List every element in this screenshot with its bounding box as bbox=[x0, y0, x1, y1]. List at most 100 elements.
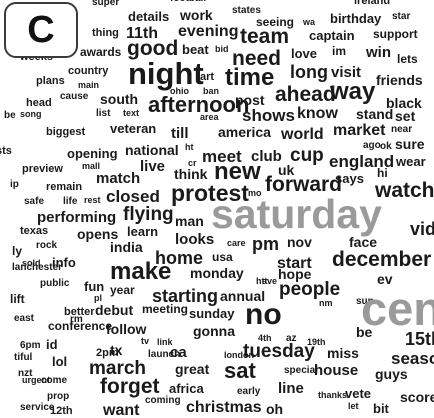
cloud-word: cr bbox=[188, 158, 197, 168]
cloud-word: service bbox=[20, 402, 55, 413]
cloud-word: forget bbox=[100, 375, 160, 398]
cloud-word: link bbox=[157, 337, 173, 347]
cloud-word: veteran bbox=[110, 121, 157, 136]
cloud-word: tuesday bbox=[243, 341, 315, 362]
cloud-word: uk bbox=[278, 162, 295, 178]
cloud-word: team bbox=[240, 25, 290, 48]
cloud-word: guys bbox=[375, 366, 408, 382]
cloud-word: ok bbox=[380, 141, 392, 152]
cloud-word: nm bbox=[319, 298, 333, 308]
cloud-word: africa bbox=[169, 381, 204, 396]
cloud-word: star bbox=[392, 11, 411, 22]
cloud-word: ip bbox=[10, 179, 19, 190]
cloud-word: east bbox=[14, 313, 35, 324]
cloud-word: no bbox=[245, 298, 282, 331]
cloud-word: home bbox=[155, 248, 204, 268]
cloud-word: black bbox=[386, 95, 422, 111]
cloud-word: captain bbox=[309, 28, 355, 43]
panel-label: C bbox=[27, 9, 55, 51]
cloud-word: birthday bbox=[330, 11, 382, 26]
cloud-word: gonna bbox=[193, 323, 235, 339]
cloud-word: art bbox=[200, 71, 215, 83]
cloud-word: saturday bbox=[211, 191, 382, 237]
cloud-word: india bbox=[110, 239, 143, 255]
cloud-word: evening bbox=[178, 23, 239, 40]
cloud-word: christmas bbox=[186, 399, 262, 416]
cloud-word: public bbox=[40, 278, 70, 289]
cloud-word: club bbox=[251, 148, 282, 165]
cloud-word: conference bbox=[48, 319, 113, 333]
cloud-word: urgent bbox=[22, 375, 50, 385]
cloud-word: opening bbox=[67, 146, 118, 161]
cloud-word: stand bbox=[356, 106, 394, 122]
cloud-word: sts bbox=[0, 145, 12, 157]
cloud-word: oh bbox=[266, 401, 284, 417]
cloud-word: 6pm bbox=[20, 340, 41, 351]
cloud-word: 12th bbox=[50, 405, 73, 417]
cloud-word: long bbox=[290, 62, 328, 82]
cloud-word: lets bbox=[397, 52, 418, 66]
cloud-word: lift bbox=[10, 292, 25, 306]
cloud-word: ohio bbox=[170, 86, 189, 96]
cloud-word: face bbox=[349, 234, 378, 250]
cloud-word: thanks bbox=[318, 390, 348, 400]
cloud-word: time bbox=[225, 64, 275, 91]
cloud-word: rest bbox=[84, 195, 101, 205]
cloud-word: watch bbox=[375, 179, 434, 202]
cloud-word: visit bbox=[331, 64, 362, 81]
cloud-word: seeing bbox=[256, 15, 295, 29]
cloud-word: plans bbox=[36, 75, 65, 87]
cloud-word: closed bbox=[106, 187, 160, 206]
cloud-word: ban bbox=[203, 86, 220, 96]
cloud-word: forward bbox=[265, 173, 343, 196]
cloud-word: sat bbox=[224, 358, 256, 383]
cloud-word: wa bbox=[303, 17, 316, 27]
cloud-word: shows bbox=[242, 106, 295, 125]
cloud-word: ht bbox=[185, 142, 194, 152]
cloud-word: 11th bbox=[126, 25, 159, 42]
cloud-word: football bbox=[170, 0, 206, 4]
cloud-word: hi bbox=[377, 166, 388, 180]
cloud-word: 15th bbox=[405, 329, 434, 349]
cloud-word: hope bbox=[278, 266, 312, 282]
cloud-word: think bbox=[174, 166, 208, 182]
cloud-word: meet bbox=[202, 147, 242, 166]
cloud-word: thing bbox=[92, 27, 119, 39]
cloud-word: way bbox=[330, 78, 376, 105]
cloud-word: bid bbox=[215, 44, 229, 54]
cloud-word: december bbox=[332, 248, 432, 271]
cloud-word: performing bbox=[37, 209, 117, 226]
cloud-word: house bbox=[314, 362, 359, 379]
cloud-word: care bbox=[227, 238, 246, 248]
cloud-word: line bbox=[278, 380, 304, 397]
cloud-word: monday bbox=[190, 265, 244, 281]
cloud-word: great bbox=[175, 361, 210, 377]
cloud-word: support bbox=[373, 27, 418, 41]
cloud-word: national bbox=[125, 142, 179, 158]
cloud-word: im bbox=[332, 44, 347, 58]
cloud-word: man bbox=[175, 213, 204, 229]
cloud-word: main bbox=[78, 80, 100, 90]
cloud-word: miss bbox=[327, 345, 359, 361]
cloud-word: 4th bbox=[258, 333, 272, 343]
cloud-word: nov bbox=[287, 234, 312, 250]
cloud-word: fun bbox=[84, 279, 105, 294]
cloud-word: cause bbox=[60, 91, 89, 102]
cloud-word: season bbox=[391, 349, 434, 368]
cloud-word: ca bbox=[170, 344, 187, 361]
panel-label-badge: C bbox=[4, 2, 78, 58]
cloud-word: bit bbox=[373, 401, 389, 416]
cloud-word: flying bbox=[123, 204, 174, 225]
cloud-word: mo bbox=[248, 188, 262, 198]
cloud-word: till bbox=[171, 125, 189, 142]
cloud-word: tiful bbox=[14, 352, 33, 363]
cloud-word: mall bbox=[82, 161, 101, 171]
cloud-word: south bbox=[100, 91, 139, 107]
cloud-word: life bbox=[63, 196, 78, 207]
cloud-word: texas bbox=[20, 225, 49, 237]
cloud-word: set bbox=[395, 108, 416, 124]
cloud-word: start bbox=[277, 255, 312, 272]
cloud-word: london bbox=[224, 350, 254, 360]
cloud-word: ireland bbox=[354, 0, 391, 7]
